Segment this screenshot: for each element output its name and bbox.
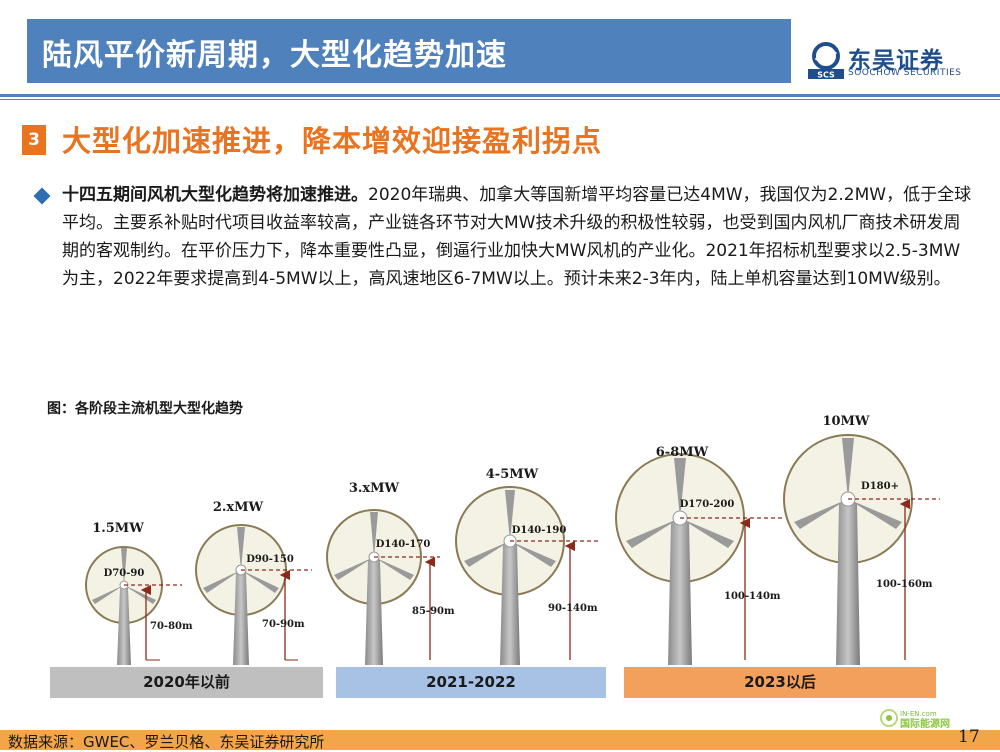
page-number: 17 (958, 727, 980, 747)
logo-english-name: SOOCHOW SECURITIES (848, 68, 962, 78)
turbine-3: 3.xMW D140-170 85-90m (326, 481, 455, 665)
section-number-badge: 3 (22, 125, 46, 155)
page-title: 陆风平价新周期，大型化趋势加速 (42, 38, 507, 73)
turbine-6-capacity: 10MW (822, 414, 869, 429)
turbine-3-hub: 85-90m (412, 606, 455, 617)
body-lead: 十四五期间风机大型化趋势将加速推进。 (62, 185, 368, 205)
figure-label: 图：各阶段主流机型大型化趋势 (47, 401, 243, 417)
logo-chinese-name: 东吴证券 (848, 48, 944, 74)
diamond-bullet-icon (33, 187, 51, 205)
turbine-1: 1.5MW D70-90 70-80m (85, 521, 193, 665)
section-title: 大型化加速推进，降本增效迎接盈利拐点 (62, 124, 603, 158)
watermark-icon: IN-EN.com 国际能源网 (880, 709, 950, 730)
watermark-top-text: IN-EN.com (900, 710, 937, 718)
turbine-2-capacity: 2.xMW (213, 500, 264, 515)
turbine-1-hub: 70-80m (150, 621, 193, 632)
turbine-5-hub: 100-140m (724, 591, 781, 602)
turbine-illustration: 1.5MW D70-90 70-80m 2.xMW D90-150 70-90m… (85, 414, 940, 665)
turbine-4-hub: 90-140m (548, 603, 598, 614)
turbine-3-rotor: D140-170 (376, 539, 431, 550)
logo-mark-icon: SCS (808, 42, 844, 80)
watermark-bottom-text: 国际能源网 (900, 717, 950, 730)
turbine-3-capacity: 3.xMW (349, 481, 400, 496)
body-text: 2020年瑞典、加拿大等国新增平均容量已达4MW，我国仅为2.2MW，低于全球平… (62, 185, 972, 289)
body-paragraph: 十四五期间风机大型化趋势将加速推进。2020年瑞典、加拿大等国新增平均容量已达4… (62, 181, 974, 293)
period-band-3: 2023以后 (624, 667, 936, 698)
watermark: IN-EN.com 国际能源网 (880, 706, 962, 730)
turbine-2-hub: 70-90m (262, 619, 305, 630)
header-rule-thick (0, 94, 1000, 97)
turbine-2-rotor: D90-150 (246, 554, 294, 565)
turbine-5-rotor: D170-200 (680, 499, 735, 510)
turbine-1-rotor: D70-90 (104, 568, 145, 579)
turbine-2: 2.xMW D90-150 70-90m (195, 500, 312, 665)
data-source: 数据来源：GWEC、罗兰贝格、东吴证券研究所 (8, 733, 325, 751)
turbine-6: 10MW D180+ 100-160m (783, 414, 940, 665)
period-band-1: 2020年以前 (50, 667, 323, 698)
turbine-4-capacity: 4-5MW (486, 467, 539, 482)
logo-mark-text: SCS (817, 71, 835, 80)
turbine-4: 4-5MW D140-190 90-140m (455, 467, 600, 665)
header-rule-thin (0, 99, 1000, 100)
turbine-5: 6-8MW D170-200 100-140m (615, 445, 785, 665)
title-bar (27, 19, 791, 83)
turbine-4-rotor: D140-190 (512, 525, 567, 536)
turbine-5-capacity: 6-8MW (656, 445, 709, 460)
turbine-1-capacity: 1.5MW (92, 521, 144, 536)
turbine-6-rotor: D180+ (861, 481, 899, 492)
period-band-2: 2021-2022 (336, 667, 606, 698)
turbine-6-hub: 100-160m (876, 579, 933, 590)
company-logo: SCS (806, 40, 846, 80)
footer-bar (0, 730, 1000, 750)
